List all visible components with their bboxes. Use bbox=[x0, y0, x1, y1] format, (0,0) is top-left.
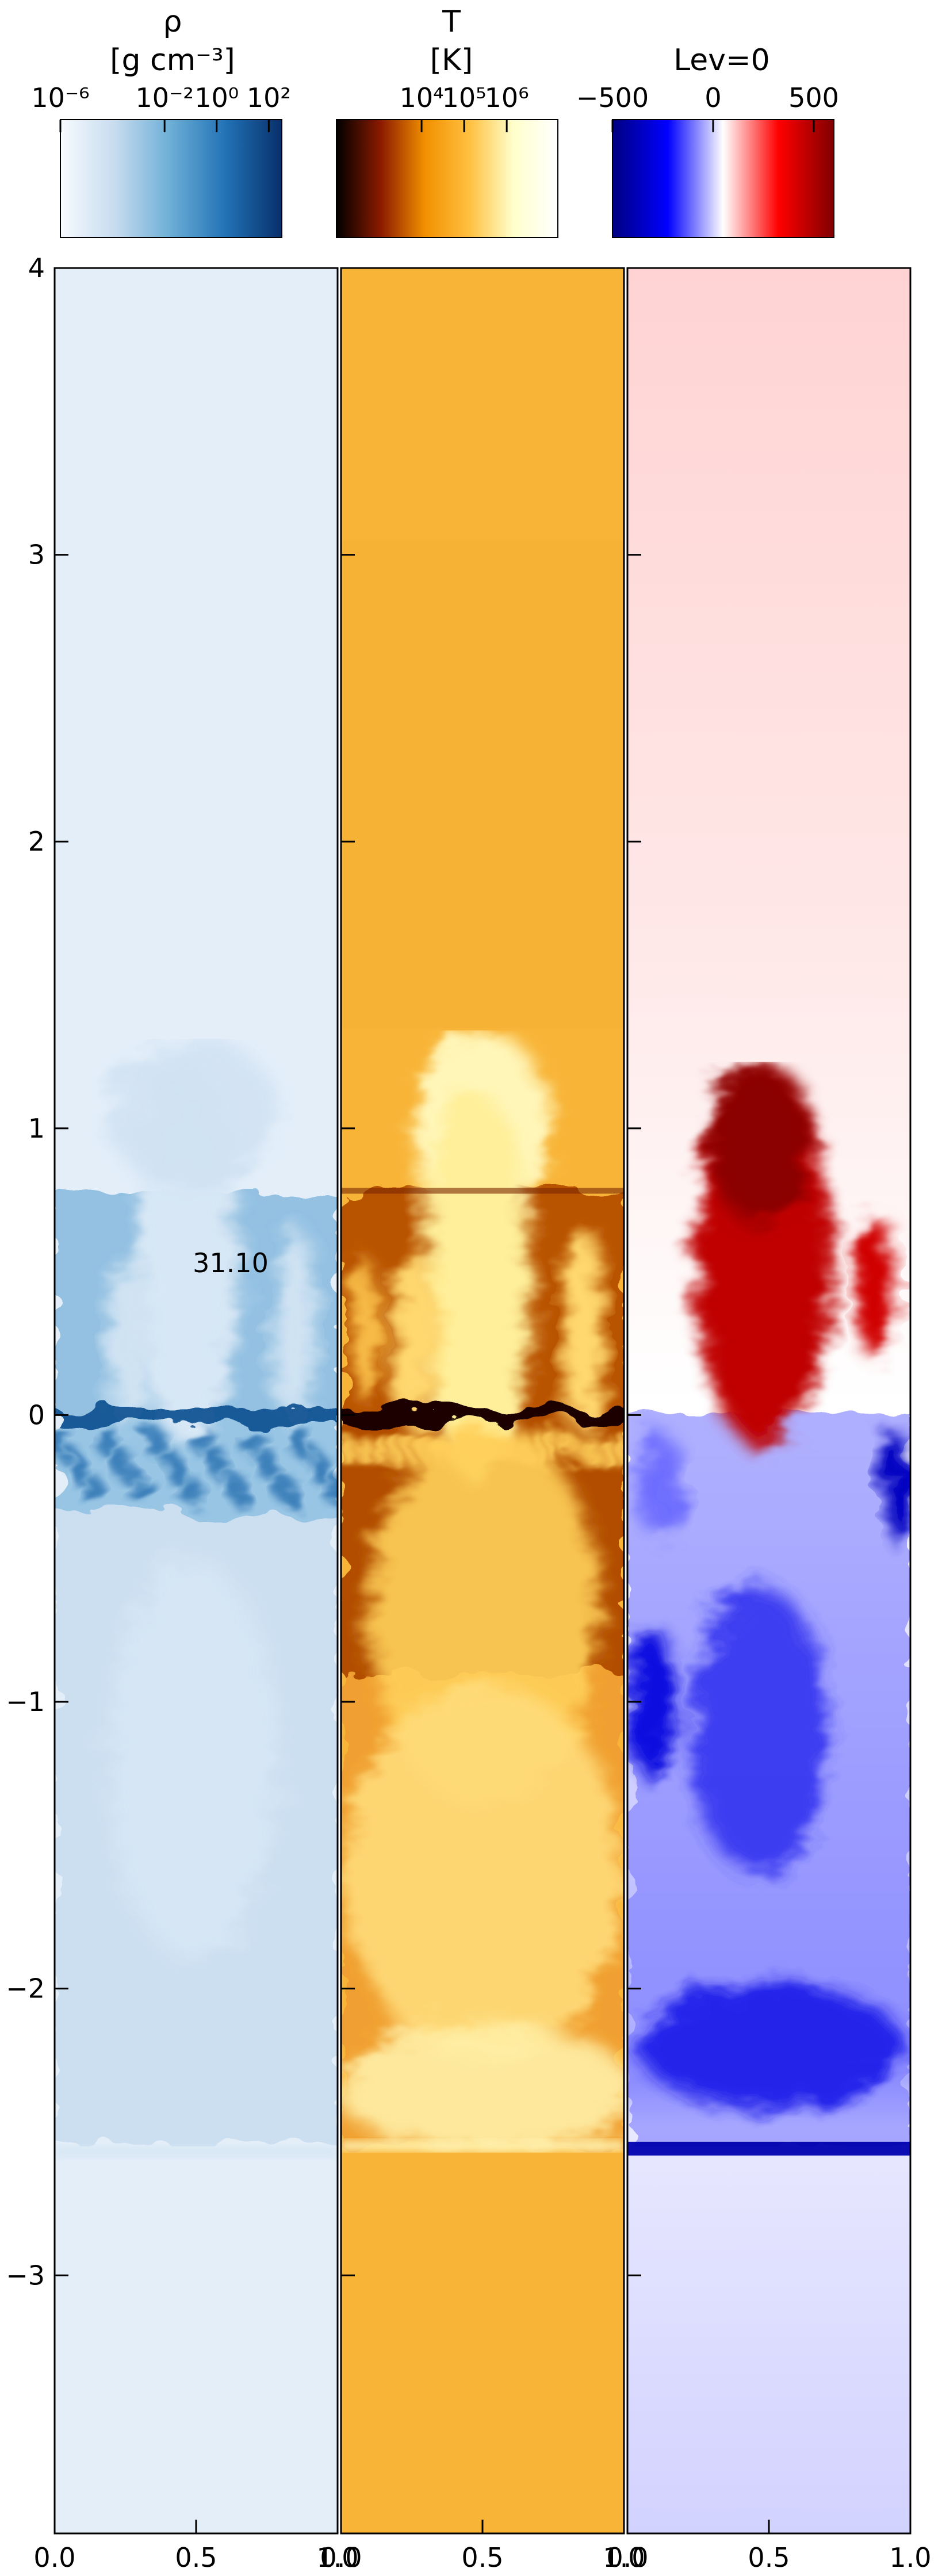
x-tick-label: 1.0 bbox=[316, 2542, 358, 2573]
y-tick-label: 0 bbox=[28, 1399, 45, 1430]
x-tick-label: 0.5 bbox=[748, 2542, 790, 2573]
y-tick-label: 2 bbox=[28, 826, 45, 857]
colorbar-density-unit: [g cm⁻³] bbox=[110, 43, 235, 78]
colorbar-tick-label: 10² bbox=[247, 82, 291, 113]
colorbar-tick-label: 10⁴ bbox=[400, 82, 444, 113]
colorbar-temperature-variable: T bbox=[442, 5, 461, 39]
x-tick-label: 0.0 bbox=[606, 2542, 648, 2573]
colorbar-lev-ticks: −500 0 500 bbox=[576, 82, 839, 132]
colorbar-tick-label: 500 bbox=[788, 82, 839, 113]
panel-density bbox=[55, 268, 338, 2533]
colorbar-tick-label: 10⁻⁶ bbox=[31, 82, 89, 113]
x-tick-label: 1.0 bbox=[603, 2542, 645, 2573]
colorbar-tick-label: 10⁶ bbox=[485, 82, 529, 113]
colorbar-tick-label: 10⁻² bbox=[136, 82, 194, 113]
y-tick-label: 3 bbox=[28, 539, 45, 571]
colorbar-density: ρ [g cm⁻³] 10⁻⁶ 10⁻² 10⁰ 10² bbox=[31, 5, 291, 238]
panel-temperature bbox=[341, 268, 624, 2533]
colorbar-temperature-gradient bbox=[336, 119, 558, 238]
x-tick-label: 0.0 bbox=[320, 2542, 362, 2573]
y-tick-label: 4 bbox=[28, 252, 45, 284]
colorbar-lev: Lev=0 −500 0 500 bbox=[576, 43, 839, 238]
x-tick-label: 0.5 bbox=[461, 2542, 503, 2573]
y-tick-label: −3 bbox=[6, 2260, 45, 2291]
colorbar-tick-label: 10⁰ bbox=[194, 82, 239, 113]
panel-lev bbox=[627, 268, 910, 2533]
y-tick-label: 1 bbox=[28, 1113, 45, 1144]
x-tick-label: 0.0 bbox=[33, 2542, 75, 2573]
colorbar-density-ticks: 10⁻⁶ 10⁻² 10⁰ 10² bbox=[31, 82, 291, 132]
y-axis: 4 3 2 1 0 −1 −2 −3 bbox=[6, 252, 641, 2291]
y-tick-label: −1 bbox=[6, 1686, 45, 1717]
x-tick-label: 0.5 bbox=[175, 2542, 217, 2573]
colorbar-tick-label: 0 bbox=[704, 82, 721, 113]
colorbar-temperature-unit: [K] bbox=[430, 43, 473, 78]
colorbar-lev-gradient bbox=[612, 119, 834, 238]
y-tick-label: −2 bbox=[6, 1973, 45, 2004]
x-axes: 0.0 0.5 1.00.0 0.5 1.00.0 0.5 1.0 bbox=[33, 267, 932, 2573]
time-annotation: 31.10 bbox=[193, 1247, 269, 1279]
colorbar-density-gradient bbox=[60, 119, 282, 238]
x-tick-label: 1.0 bbox=[889, 2542, 931, 2573]
colorbar-lev-title: Lev=0 bbox=[673, 43, 769, 78]
colorbar-tick-label: −500 bbox=[576, 82, 649, 113]
colorbar-tick-label: 10⁵ bbox=[442, 82, 487, 113]
colorbar-density-variable: ρ bbox=[163, 5, 182, 39]
